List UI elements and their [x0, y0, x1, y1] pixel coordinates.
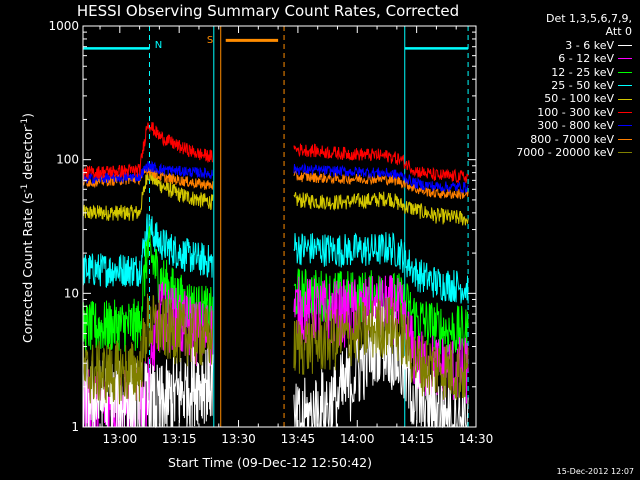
legend-label: 3 - 6 keV	[565, 38, 614, 52]
legend-label: 6 - 12 keV	[558, 52, 614, 66]
series-line	[293, 297, 469, 401]
legend-header-attenuator: Att 0	[605, 25, 632, 39]
legend-label: 50 - 100 keV	[544, 92, 614, 106]
series-line	[82, 293, 214, 405]
series-line	[82, 121, 213, 180]
saa-flag-label: S	[207, 35, 213, 46]
legend-swatch	[618, 111, 632, 113]
legend-swatch	[618, 71, 632, 73]
x-tick-label: 13:30	[221, 432, 256, 446]
series-line	[293, 162, 469, 195]
legend-entry: 50 - 100 keV	[482, 92, 632, 105]
legend-label: 25 - 50 keV	[551, 78, 614, 92]
series-100-300-kev-kev	[82, 121, 469, 184]
series-line	[82, 340, 214, 429]
x-tick-label: 13:00	[103, 432, 138, 446]
x-tick-label: 14:00	[340, 432, 375, 446]
y-tick-label: 10	[64, 286, 79, 300]
legend-label: 7000 - 20000 keV	[516, 145, 614, 159]
x-axis-label: Start Time (09-Dec-12 12:50:42)	[168, 455, 372, 470]
legend-label: 300 - 800 keV	[537, 119, 614, 133]
x-tick-label: 14:30	[459, 432, 494, 446]
legend-swatch	[618, 58, 632, 60]
series-line	[293, 143, 469, 184]
legend-entry: 25 - 50 keV	[482, 79, 632, 92]
legend-swatch	[618, 45, 632, 46]
legend-entry: 3 - 6 keV	[482, 39, 632, 52]
legend-swatch	[618, 138, 632, 140]
series-line	[82, 160, 214, 185]
series-25-50-kev-kev	[82, 213, 469, 304]
legend-swatch	[618, 98, 632, 100]
y-tick-label: 1000	[48, 19, 79, 33]
y-tick-label: 1	[71, 420, 79, 434]
legend-swatch	[618, 125, 632, 127]
legend-label: 800 - 7000 keV	[530, 132, 614, 146]
legend-entries: 3 - 6 keV 6 - 12 keV 12 - 25 keV 25 - 50 ke…	[482, 39, 632, 160]
series-line	[82, 226, 214, 353]
legend-entry: 6 - 12 keV	[482, 52, 632, 65]
legend-label: 12 - 25 keV	[551, 65, 614, 79]
legend-swatch	[618, 152, 632, 154]
legend-swatch	[618, 85, 632, 87]
series-300-800-kev-kev	[82, 160, 469, 195]
x-tick-label: 13:15	[162, 432, 197, 446]
axis-layer: 13:00 13:15 13:30 13:45 14:00 14:15 14:30 1 10 10…	[48, 19, 493, 446]
plot-frame	[82, 25, 477, 428]
chart-title: HESSI Observing Summary Count Rates, Cor…	[77, 2, 459, 20]
series-50-100-kev-kev	[82, 170, 469, 226]
series-line	[82, 170, 214, 221]
legend-entry: 300 - 800 keV	[482, 119, 632, 132]
legend-entry: 12 - 25 keV	[482, 66, 632, 79]
night-flag-label: N	[155, 40, 162, 51]
x-tick-label: 13:45	[281, 432, 316, 446]
series-line	[293, 170, 469, 200]
legend-label: 100 - 300 keV	[537, 105, 614, 119]
series-line	[293, 268, 469, 359]
series-7000-20000-kev-kev	[82, 293, 469, 405]
series-12-25-kev-kev	[82, 226, 469, 359]
legend: Det 1,3,5,6,7,9, Att 0 3 - 6 keV 6 - 12 k…	[482, 12, 632, 159]
legend-entry: 100 - 300 keV	[482, 106, 632, 119]
y-tick-label: 100	[56, 153, 79, 167]
series-line	[293, 191, 469, 226]
generation-timestamp: 15-Dec-2012 12:07	[556, 467, 634, 476]
legend-entry: 800 - 7000 keV	[482, 133, 632, 146]
series-line	[293, 232, 469, 304]
legend-entry: 7000 - 20000 keV	[482, 146, 632, 159]
x-tick-label: 14:15	[399, 432, 434, 446]
legend-header-detectors: Det 1,3,5,6,7,9,	[545, 12, 632, 25]
y-axis-label: Corrected Count Rate (s-1 detector-1)	[20, 113, 35, 343]
